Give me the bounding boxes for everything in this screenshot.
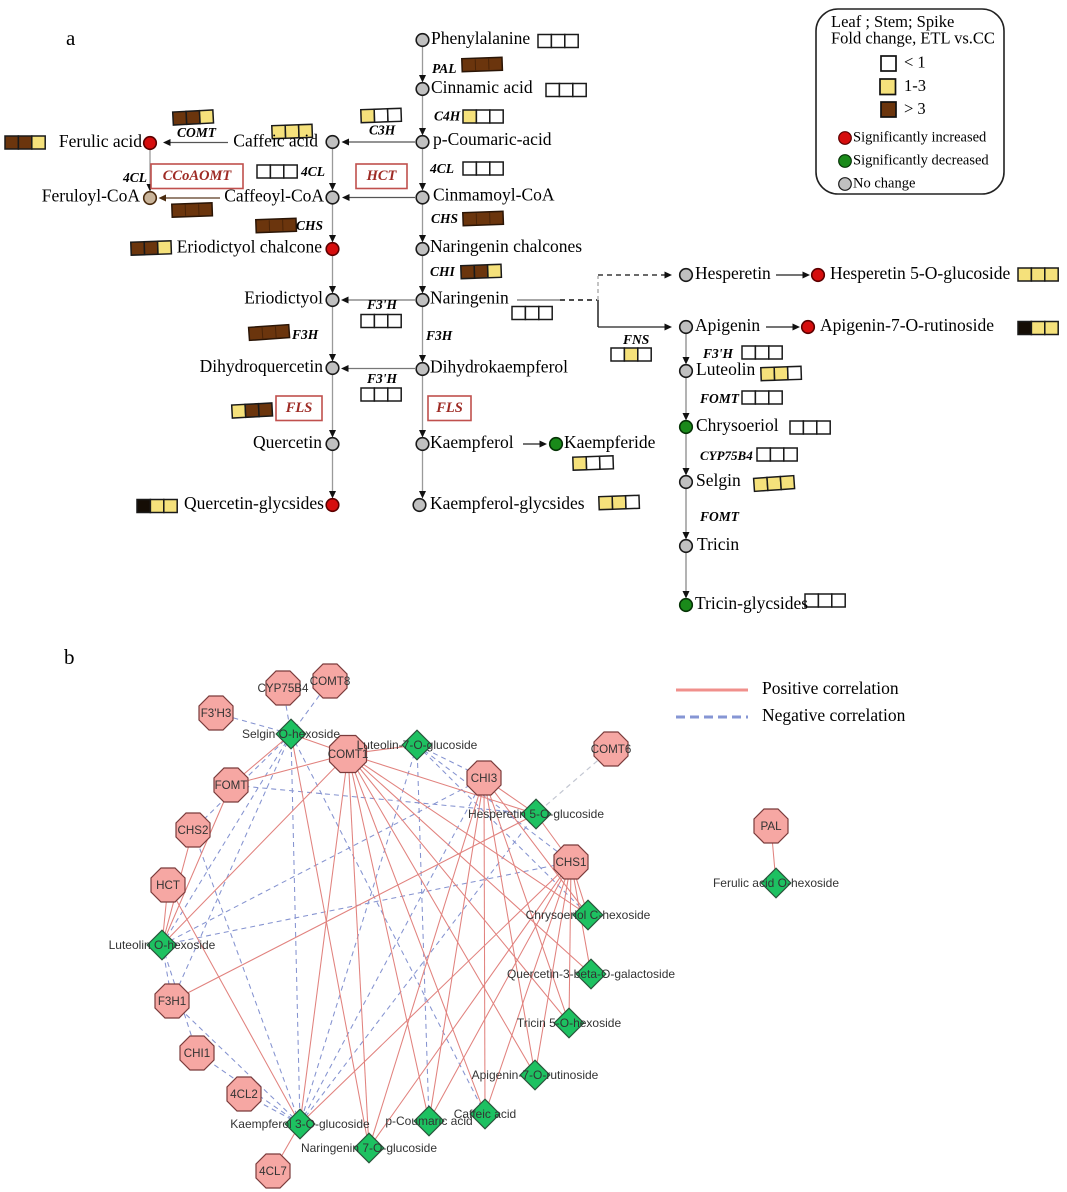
svg-text:Significantly decreased: Significantly decreased [853,152,989,168]
svg-text:> 3: > 3 [904,99,926,118]
svg-text:Leaf ; Stem; Spike: Leaf ; Stem; Spike [831,12,954,31]
svg-text:PAL: PAL [760,820,782,833]
svg-text:Phenylalanine: Phenylalanine [431,28,530,48]
svg-text:p-Coumaric acid: p-Coumaric acid [385,1114,472,1128]
svg-text:Cinnamic acid: Cinnamic acid [431,77,533,97]
svg-text:C3H: C3H [369,123,396,138]
svg-text:Hesperetin 5-O-glucoside: Hesperetin 5-O-glucoside [830,263,1011,283]
svg-text:Kaempferol-glycsides: Kaempferol-glycsides [430,493,585,513]
svg-text:FOMT: FOMT [699,509,740,524]
svg-text:Quercetin-glycsides: Quercetin-glycsides [184,493,324,513]
svg-text:Naringenin 7-O-glucoside: Naringenin 7-O-glucoside [301,1141,437,1155]
svg-text:CYP75B4: CYP75B4 [700,448,753,463]
svg-text:FOMT: FOMT [215,779,248,792]
svg-text:Chrysoeriol C-hexoside: Chrysoeriol C-hexoside [526,908,651,922]
svg-text:F3'H: F3'H [366,297,398,312]
svg-text:Ferulic acid: Ferulic acid [59,131,142,151]
svg-text:Kaempferide: Kaempferide [564,432,656,452]
svg-text:Quercetin: Quercetin [253,432,322,452]
svg-text:Selgin: Selgin [696,470,741,490]
svg-text:F3'H3: F3'H3 [201,707,232,720]
svg-text:CHS: CHS [296,218,323,233]
svg-text:< 1: < 1 [904,52,926,71]
svg-text:Apigenin-7-O-rutinoside: Apigenin-7-O-rutinoside [472,1068,599,1082]
svg-text:Caffeoyl-CoA: Caffeoyl-CoA [224,186,324,206]
svg-text:CHI3: CHI3 [471,772,497,785]
svg-text:F3'H: F3'H [366,371,398,386]
svg-text:FLS: FLS [435,400,463,416]
svg-text:b: b [64,645,75,669]
svg-text:CHI: CHI [430,264,456,279]
svg-text:a: a [66,26,76,50]
svg-text:Eriodictyol: Eriodictyol [244,288,323,308]
svg-text:4CL: 4CL [300,164,325,179]
svg-text:C4H: C4H [434,109,461,124]
svg-text:COMT6: COMT6 [591,743,632,756]
svg-text:Caffeic acid: Caffeic acid [233,131,318,151]
svg-text:CHS: CHS [431,211,458,226]
svg-text:Ferulic acid O-hexoside: Ferulic acid O-hexoside [713,876,839,890]
svg-text:Dihydrokaempferol: Dihydrokaempferol [430,357,568,377]
svg-text:F3H1: F3H1 [158,995,186,1008]
svg-text:Kaempferol 3-O-glucoside: Kaempferol 3-O-glucoside [230,1117,370,1131]
svg-text:HCT: HCT [156,879,180,892]
svg-text:Hesperetin: Hesperetin [695,263,771,283]
svg-text:1-3: 1-3 [904,76,926,95]
svg-text:Luteolin-7-O-glucoside: Luteolin-7-O-glucoside [357,738,478,752]
svg-text:Luteolin: Luteolin [696,359,756,379]
svg-text:Tricin 5-O-hexoside: Tricin 5-O-hexoside [517,1016,622,1030]
svg-text:COMT8: COMT8 [310,675,351,688]
svg-text:Feruloyl-CoA: Feruloyl-CoA [42,186,141,206]
svg-text:Positive correlation: Positive correlation [762,678,899,698]
svg-text:CHS1: CHS1 [556,856,587,869]
svg-text:4CL: 4CL [429,161,454,176]
svg-text:Naringenin chalcones: Naringenin chalcones [430,236,582,256]
svg-text:No change: No change [853,175,915,191]
svg-text:Significantly increased: Significantly increased [853,129,987,145]
svg-text:Luteolin O-hexoside: Luteolin O-hexoside [109,938,216,952]
svg-text:Caffeic acid: Caffeic acid [454,1107,516,1121]
svg-text:FOMT: FOMT [699,391,740,406]
svg-text:Negative correlation: Negative correlation [762,705,906,725]
svg-text:Quercetin-3-beta-O-galactoside: Quercetin-3-beta-O-galactoside [507,967,675,981]
svg-text:4CL7: 4CL7 [259,1165,287,1178]
svg-text:Apigenin: Apigenin [695,315,760,335]
svg-text:Eriodictyol chalcone: Eriodictyol chalcone [177,237,323,257]
svg-text:4CL: 4CL [122,170,147,185]
svg-text:Chrysoeriol: Chrysoeriol [696,415,779,435]
svg-text:COMT: COMT [177,125,217,140]
svg-text:F3'H: F3'H [702,346,734,361]
svg-text:Tricin-glycsides: Tricin-glycsides [695,593,808,613]
svg-text:F3H: F3H [291,327,319,342]
svg-text:Selgin O-hexoside: Selgin O-hexoside [242,727,340,741]
svg-text:FNS: FNS [622,332,649,347]
svg-text:Apigenin-7-O-rutinoside: Apigenin-7-O-rutinoside [820,315,994,335]
svg-text:Tricin: Tricin [697,534,739,554]
svg-text:4CL2: 4CL2 [230,1088,258,1101]
svg-text:HCT: HCT [366,168,398,184]
svg-text:Dihydroquercetin: Dihydroquercetin [200,356,324,376]
svg-text:CCoAOMT: CCoAOMT [163,168,233,184]
svg-text:p-Coumaric-acid: p-Coumaric-acid [433,129,552,149]
svg-text:CHI1: CHI1 [184,1047,210,1060]
svg-text:FLS: FLS [285,400,313,416]
svg-text:Kaempferol: Kaempferol [430,432,514,452]
svg-text:COMT1: COMT1 [328,748,369,761]
svg-text:CHS2: CHS2 [178,824,209,837]
svg-text:Hesperetin 5-O-glucoside: Hesperetin 5-O-glucoside [468,807,604,821]
svg-text:Fold change, ETL vs.CC: Fold change, ETL vs.CC [831,28,995,47]
svg-text:Cinmamoyl-CoA: Cinmamoyl-CoA [433,185,555,205]
svg-text:Naringenin: Naringenin [430,288,509,308]
svg-text:CYP75B4: CYP75B4 [258,682,309,695]
svg-text:F3H: F3H [425,328,453,343]
svg-text:PAL: PAL [432,61,457,76]
